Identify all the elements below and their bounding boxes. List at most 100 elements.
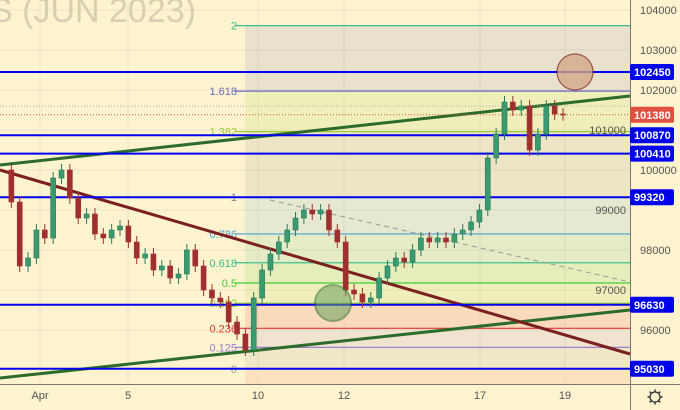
badge-background	[630, 64, 674, 80]
candle-body	[33, 229, 40, 259]
trendline-descending	[0, 168, 631, 356]
price-tick-label: 100000	[640, 165, 677, 177]
badge-label: 95030	[634, 364, 665, 376]
candle-body	[284, 229, 290, 243]
candle-body	[242, 333, 249, 351]
fib-level-label: 1.382	[209, 127, 237, 139]
badge-label: 101380	[634, 110, 671, 122]
date-tick-label: 19	[559, 390, 571, 402]
candle-body	[309, 209, 316, 215]
price-level-badge: 96630	[630, 296, 674, 313]
price-level-badge: 95030	[630, 360, 674, 377]
badge-label: 100870	[634, 130, 671, 142]
date-tick-label: 5	[125, 390, 131, 402]
badge-label: 96630	[634, 300, 665, 312]
candle-body	[50, 177, 56, 239]
fib-band	[245, 262, 630, 283]
price-tick-label: 102000	[640, 85, 677, 97]
price-tick-label: 98000	[640, 245, 671, 257]
gear-tooth	[658, 400, 661, 403]
candle-body	[125, 225, 132, 243]
candle-body	[159, 265, 165, 271]
candle-body	[217, 297, 224, 303]
price-tick-label: 99000	[595, 205, 626, 217]
candle-body	[426, 237, 433, 243]
candle-body	[443, 237, 449, 243]
candle-body	[167, 265, 173, 279]
fib-level-label: 0.236	[209, 323, 237, 335]
candle-body	[100, 233, 107, 239]
badge-label: 100410	[634, 149, 671, 161]
candle-body	[75, 197, 82, 219]
candle-body	[8, 169, 15, 203]
candle-body	[234, 321, 240, 335]
fib-level-label: 0.5	[222, 278, 237, 290]
badge-background	[630, 106, 674, 123]
candle-body	[200, 265, 207, 291]
candle-body	[551, 105, 558, 115]
fib-level-label: 0.125	[209, 342, 237, 354]
candle-body	[175, 273, 182, 279]
candle-body	[451, 233, 458, 243]
badge-background	[630, 360, 674, 377]
candle-body	[41, 229, 48, 239]
candle-body	[501, 101, 508, 135]
candle-body	[418, 237, 424, 251]
fib-level-label: 1.618	[209, 86, 237, 98]
candle-body	[468, 221, 474, 231]
price-tick-label: 103000	[640, 45, 677, 57]
price-tick-label: 96000	[640, 325, 671, 337]
candle-body	[25, 257, 31, 267]
badge-background	[630, 145, 674, 162]
candle-body	[526, 105, 533, 151]
candle-body	[192, 249, 199, 267]
price-level-badge: 100410	[630, 145, 674, 162]
candle-body	[250, 297, 257, 351]
price-level-badge: 100870	[630, 127, 674, 144]
candle-body	[393, 257, 399, 267]
trendline-lower	[0, 308, 631, 380]
date-tick-label: 12	[338, 390, 350, 402]
fib-band	[245, 131, 630, 198]
date-tick-label: 10	[252, 390, 264, 402]
date-tick-label: 17	[474, 390, 486, 402]
fib-band	[245, 197, 630, 234]
candle-body	[342, 241, 349, 291]
candle-body	[117, 225, 123, 231]
badge-label: 99320	[634, 192, 665, 204]
support-circle	[314, 284, 352, 322]
price-tick-label: 104000	[640, 5, 677, 17]
fib-band	[245, 347, 630, 369]
candle-body	[334, 229, 341, 243]
candle-body	[518, 105, 525, 111]
candle-body	[317, 209, 324, 215]
current-price-badge: 101380	[630, 106, 674, 123]
candle-body	[434, 237, 441, 243]
candle-body	[184, 249, 190, 275]
candle-body	[476, 209, 483, 223]
candle-body	[267, 253, 274, 271]
symbol-watermark: S (JUN 2023)	[0, 0, 196, 30]
gear-tooth	[658, 391, 661, 394]
badge-label: 102450	[634, 67, 671, 79]
badge-background	[630, 189, 674, 206]
gear-icon[interactable]	[647, 389, 663, 405]
date-tick-label: Apr	[31, 390, 48, 402]
candle-body	[359, 293, 366, 303]
candle-body	[67, 169, 73, 199]
candle-body	[367, 297, 374, 303]
price-tick-label: 101000	[589, 125, 626, 137]
candle-body	[292, 217, 299, 231]
time-axis	[0, 384, 630, 410]
candle-body	[16, 201, 23, 267]
candle-body	[376, 277, 382, 299]
candle-body	[401, 257, 407, 263]
candle-body	[326, 209, 332, 231]
fib-band	[245, 368, 630, 384]
candle-body	[83, 213, 90, 219]
candle-body	[535, 133, 541, 151]
badge-background	[630, 296, 674, 313]
candle-body	[108, 229, 115, 239]
